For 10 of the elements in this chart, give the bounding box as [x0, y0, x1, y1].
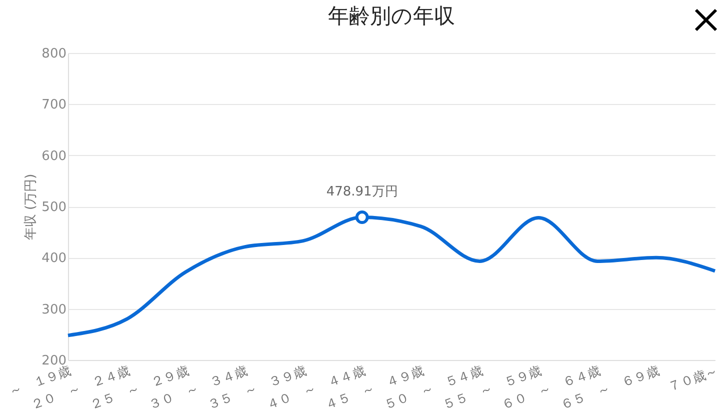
- y-tick-label: 800: [42, 46, 66, 62]
- y-tick-label: 700: [42, 98, 66, 113]
- y-tick-label: 400: [42, 251, 66, 266]
- x-tick-label: ７０歳～: [666, 364, 720, 396]
- y-tick-label: 600: [42, 148, 66, 164]
- chart-title: 年齢別の年収: [328, 4, 455, 28]
- annotation: 478.91万円: [326, 184, 398, 200]
- y-tick-label: 500: [42, 200, 66, 215]
- y-axis-title: 年収 (万円): [24, 174, 39, 240]
- y-tick-label: 300: [42, 302, 66, 318]
